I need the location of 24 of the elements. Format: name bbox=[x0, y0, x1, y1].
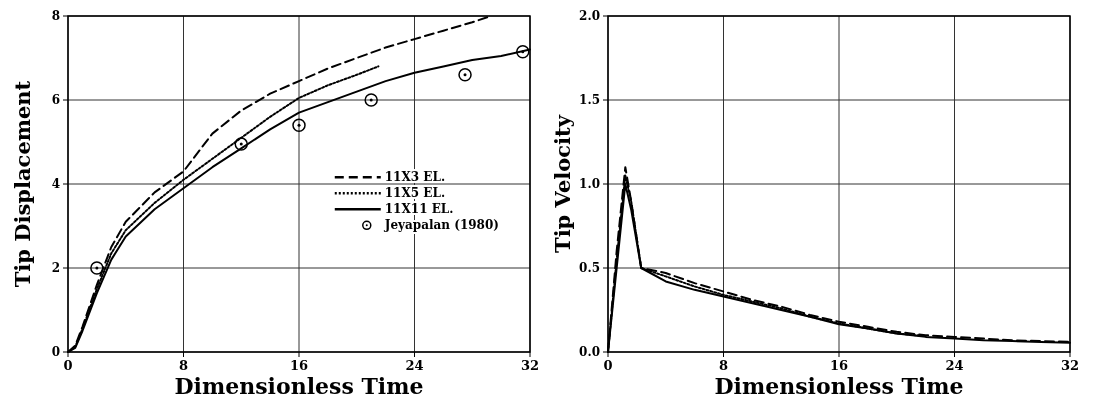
y-tick-label: 0 bbox=[51, 345, 60, 359]
x-tick-label: 8 bbox=[718, 358, 729, 373]
y-axis-title: Tip Velocity bbox=[550, 114, 575, 253]
y-tick-label: 2.0 bbox=[579, 9, 600, 23]
y-tick-label: 1.0 bbox=[579, 177, 600, 191]
y-tick-label: 8 bbox=[51, 9, 60, 23]
x-tick-label: 16 bbox=[829, 358, 849, 373]
x-tick-label: 8 bbox=[178, 358, 189, 373]
y-tick-label: 4 bbox=[51, 177, 60, 191]
x-axis-title: Dimensionless Time bbox=[714, 373, 964, 399]
x-tick-label: 24 bbox=[945, 358, 964, 373]
y-axis-title: Tip Displacement bbox=[10, 80, 35, 288]
x-tick-label: 32 bbox=[1060, 358, 1080, 373]
x-tick-label: 16 bbox=[289, 358, 309, 373]
x-tick-label: 24 bbox=[405, 358, 424, 373]
x-tick-label: 0 bbox=[603, 358, 613, 373]
y-tick-label: 0.5 bbox=[579, 261, 600, 275]
x-axis-title: Dimensionless Time bbox=[174, 373, 424, 399]
x-tick-label: 32 bbox=[520, 358, 540, 373]
y-tick-label: 6 bbox=[51, 93, 60, 107]
y-tick-label: 1.5 bbox=[579, 93, 600, 107]
y-tick-label: 0.0 bbox=[579, 345, 600, 359]
y-tick-label: 2 bbox=[51, 261, 60, 275]
x-tick-label: 0 bbox=[63, 358, 73, 373]
